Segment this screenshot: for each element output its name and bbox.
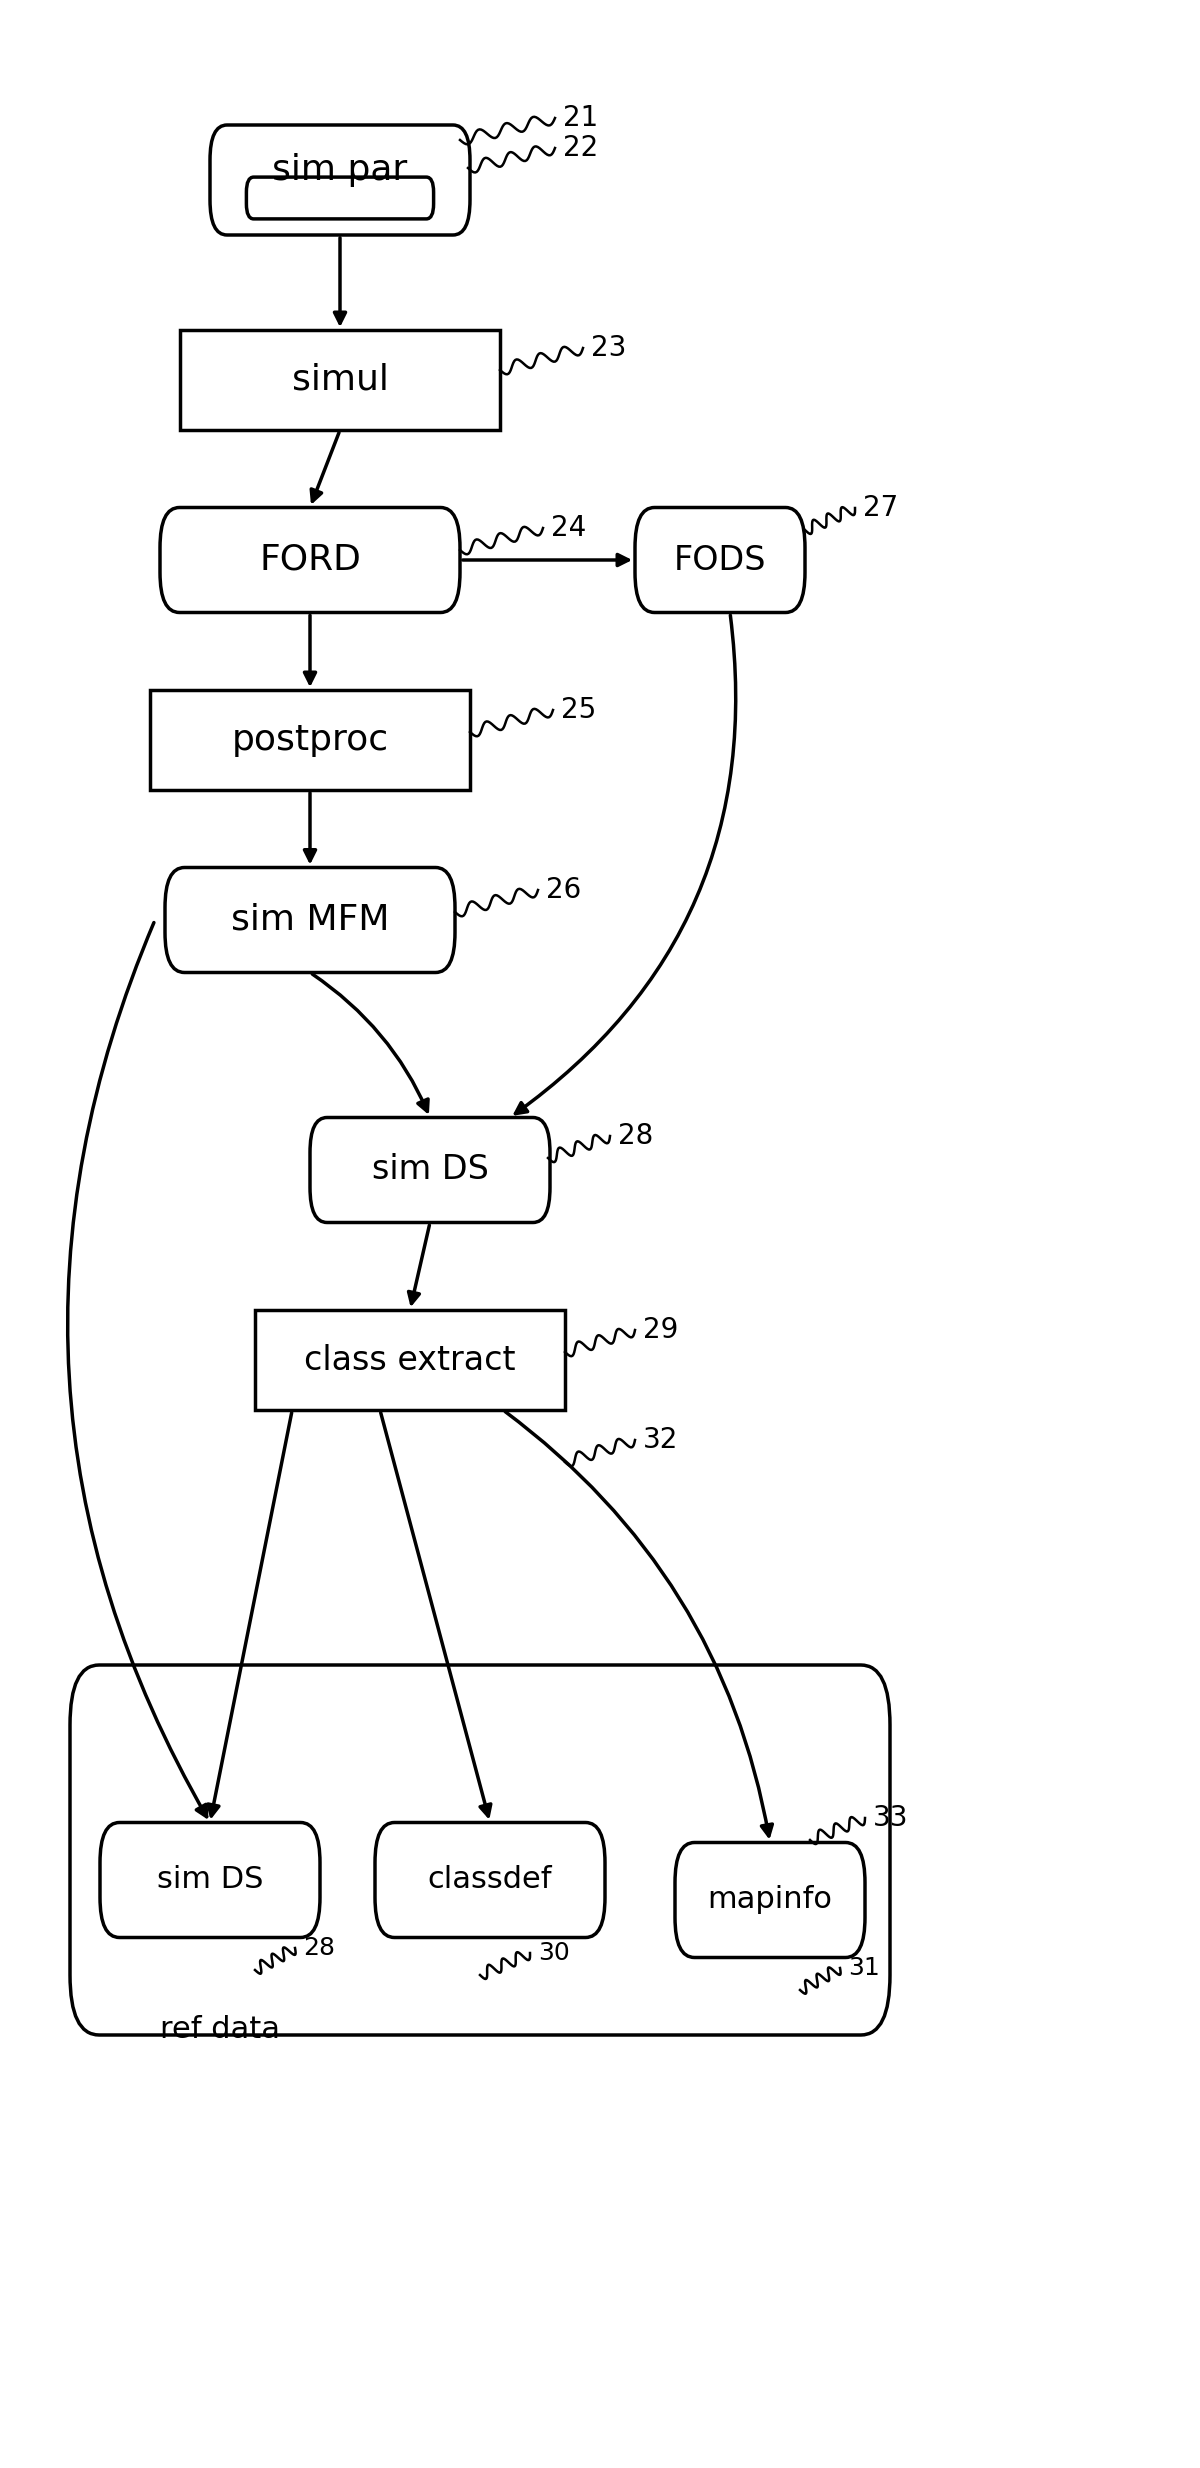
Text: sim MFM: sim MFM bbox=[230, 903, 389, 938]
Text: FORD: FORD bbox=[259, 543, 361, 578]
Text: 21: 21 bbox=[563, 104, 599, 131]
Bar bbox=[150, 691, 470, 790]
Text: 22: 22 bbox=[563, 133, 599, 163]
Text: 26: 26 bbox=[546, 876, 581, 903]
Text: 28: 28 bbox=[618, 1123, 653, 1150]
Text: postproc: postproc bbox=[232, 723, 389, 758]
Text: 33: 33 bbox=[874, 1804, 908, 1831]
Text: sim DS: sim DS bbox=[372, 1153, 488, 1187]
Text: simul: simul bbox=[292, 363, 389, 397]
Text: 31: 31 bbox=[848, 1957, 880, 1979]
Text: classdef: classdef bbox=[427, 1866, 552, 1895]
Text: sim DS: sim DS bbox=[157, 1866, 263, 1895]
Text: 29: 29 bbox=[643, 1315, 678, 1345]
FancyBboxPatch shape bbox=[674, 1844, 865, 1957]
Bar bbox=[256, 1311, 565, 1409]
FancyBboxPatch shape bbox=[70, 1666, 890, 2036]
Text: mapinfo: mapinfo bbox=[708, 1886, 833, 1915]
Text: 30: 30 bbox=[538, 1940, 570, 1965]
FancyBboxPatch shape bbox=[635, 508, 805, 612]
Text: 25: 25 bbox=[562, 696, 596, 723]
Text: 27: 27 bbox=[863, 494, 899, 523]
Text: 28: 28 bbox=[302, 1935, 335, 1960]
Bar bbox=[180, 331, 500, 429]
FancyBboxPatch shape bbox=[166, 866, 455, 972]
FancyBboxPatch shape bbox=[310, 1118, 550, 1222]
FancyBboxPatch shape bbox=[160, 508, 460, 612]
FancyBboxPatch shape bbox=[374, 1821, 605, 1937]
Text: 32: 32 bbox=[643, 1427, 678, 1454]
FancyBboxPatch shape bbox=[100, 1821, 320, 1937]
FancyBboxPatch shape bbox=[210, 126, 470, 234]
Text: 23: 23 bbox=[592, 333, 626, 363]
FancyBboxPatch shape bbox=[246, 178, 433, 220]
Text: class extract: class extract bbox=[305, 1343, 516, 1377]
Text: sim par: sim par bbox=[272, 153, 408, 188]
Text: ref data: ref data bbox=[160, 2016, 280, 2044]
Text: 24: 24 bbox=[551, 513, 587, 543]
Text: FODS: FODS bbox=[673, 543, 767, 578]
